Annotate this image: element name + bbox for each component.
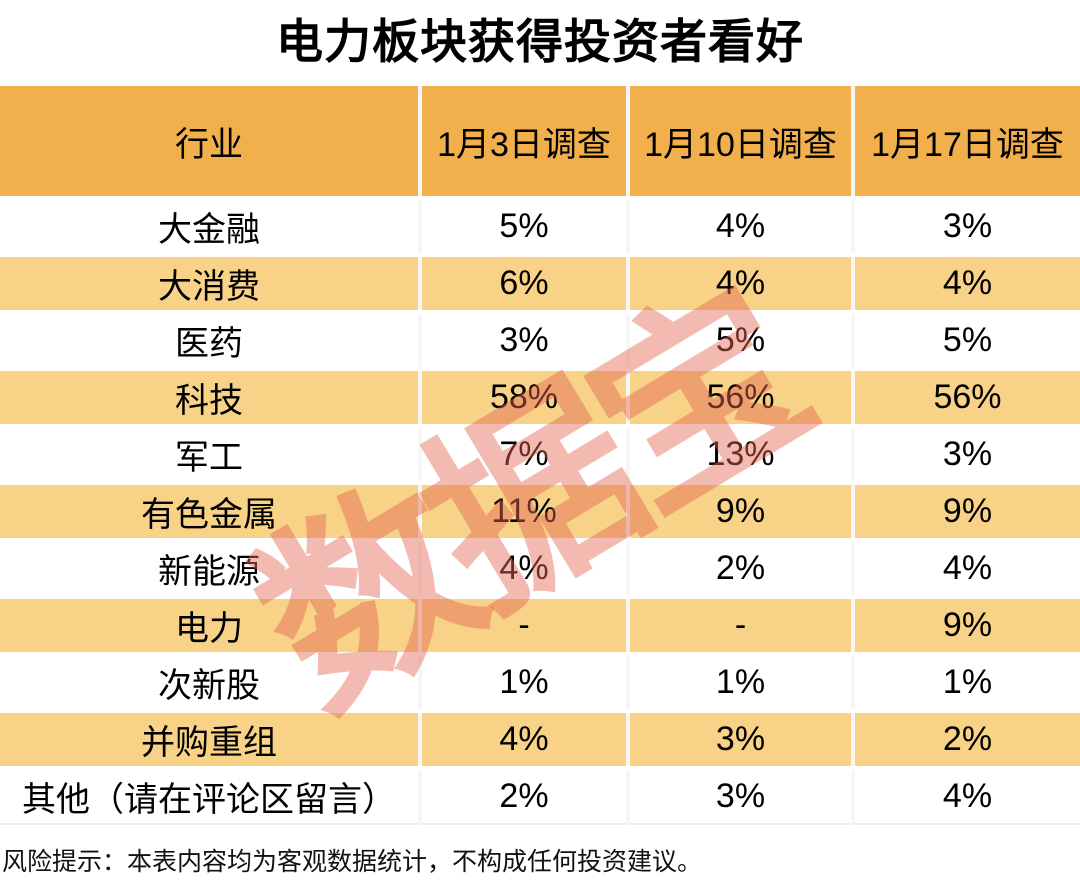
page-title: 电力板块获得投资者看好 [276, 15, 804, 68]
value-cell: 9% [853, 597, 1080, 656]
risk-disclaimer: 风险提示：本表内容均为客观数据统计，不构成任何投资建议。 [2, 848, 703, 876]
value-cell: 1% [853, 654, 1080, 713]
value-cell: 3% [853, 426, 1080, 485]
value-cell: 11% [420, 483, 630, 542]
value-cell: 3% [420, 312, 630, 371]
value-cell: 56% [628, 369, 855, 428]
table-row: 并购重组 4% 3% 2% [0, 711, 1080, 770]
value-cell: 6% [420, 255, 630, 314]
table-row: 大消费 6% 4% 4% [0, 255, 1080, 314]
value-cell: 1% [420, 654, 630, 713]
survey-table: 行业 1月3日调查 1月10日调查 1月17日调查 大金融 5% 4% 3% 大… [0, 86, 1080, 825]
table-header-row: 行业 1月3日调查 1月10日调查 1月17日调查 [0, 86, 1080, 200]
value-cell: 5% [628, 312, 855, 371]
industry-cell: 军工 [0, 426, 422, 485]
value-cell: 5% [853, 312, 1080, 371]
value-cell: 9% [628, 483, 855, 542]
industry-cell: 医药 [0, 312, 422, 371]
value-cell: 4% [628, 255, 855, 314]
value-cell: 5% [420, 198, 630, 257]
value-cell: 3% [628, 711, 855, 770]
value-cell: 4% [420, 540, 630, 599]
value-cell: 1% [628, 654, 855, 713]
table-row: 医药 3% 5% 5% [0, 312, 1080, 371]
table-row: 次新股 1% 1% 1% [0, 654, 1080, 713]
industry-cell: 科技 [0, 369, 422, 428]
table-row: 大金融 5% 4% 3% [0, 198, 1080, 257]
value-cell: 2% [628, 540, 855, 599]
value-cell: 7% [420, 426, 630, 485]
industry-cell: 大金融 [0, 198, 422, 257]
industry-cell: 电力 [0, 597, 422, 656]
industry-cell: 新能源 [0, 540, 422, 599]
table-row: 科技 58% 56% 56% [0, 369, 1080, 428]
table-row: 其他（请在评论区留言） 2% 3% 4% [0, 768, 1080, 825]
value-cell: - [420, 597, 630, 656]
value-cell: 3% [853, 198, 1080, 257]
industry-cell: 有色金属 [0, 483, 422, 542]
industry-cell: 其他（请在评论区留言） [0, 768, 422, 825]
value-cell: 58% [420, 369, 630, 428]
value-cell: 9% [853, 483, 1080, 542]
table-row: 有色金属 11% 9% 9% [0, 483, 1080, 542]
industry-cell: 并购重组 [0, 711, 422, 770]
value-cell: 2% [420, 768, 630, 825]
value-cell: - [628, 597, 855, 656]
industry-cell: 大消费 [0, 255, 422, 314]
header-cell-survey-jan3: 1月3日调查 [420, 86, 630, 200]
table-row: 新能源 4% 2% 4% [0, 540, 1080, 599]
header-cell-industry: 行业 [0, 86, 422, 200]
value-cell: 13% [628, 426, 855, 485]
value-cell: 3% [628, 768, 855, 825]
header-cell-survey-jan17: 1月17日调查 [853, 86, 1080, 200]
value-cell: 4% [420, 711, 630, 770]
header-cell-survey-jan10: 1月10日调查 [628, 86, 855, 200]
value-cell: 4% [853, 540, 1080, 599]
value-cell: 2% [853, 711, 1080, 770]
value-cell: 4% [628, 198, 855, 257]
value-cell: 56% [853, 369, 1080, 428]
value-cell: 4% [853, 768, 1080, 825]
industry-cell: 次新股 [0, 654, 422, 713]
table-row: 电力 - - 9% [0, 597, 1080, 656]
table-row: 军工 7% 13% 3% [0, 426, 1080, 485]
value-cell: 4% [853, 255, 1080, 314]
